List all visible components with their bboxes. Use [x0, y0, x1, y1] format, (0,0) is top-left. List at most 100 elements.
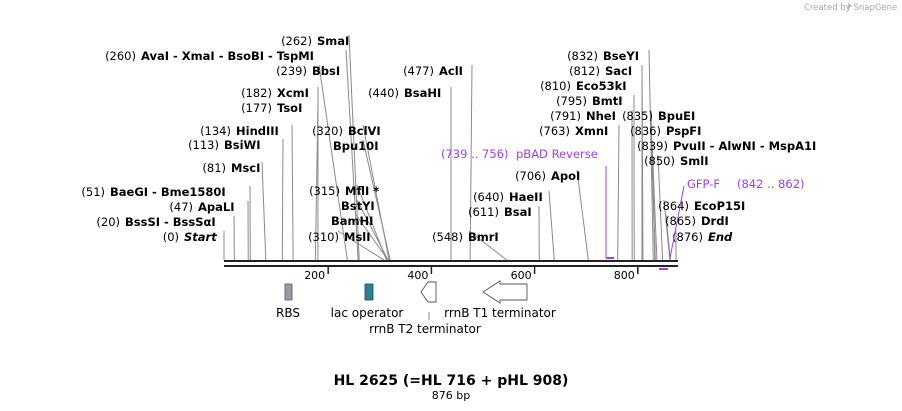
site-drdi-position: (865) [665, 214, 696, 228]
site-bmri-name: BmrI [468, 230, 499, 244]
site-smai[interactable]: (262) SmaI [281, 34, 349, 48]
site-end[interactable]: (876) End [672, 230, 733, 244]
site-apoi-name: ApoI [551, 169, 580, 183]
site-bsai-position: (611) [468, 205, 499, 219]
restriction-sites: (0) Start (20) BssSI - BssSαI(47) ApaLI (51) B… [81, 34, 816, 244]
scale-ticks: 200 400 600 800 [304, 266, 639, 282]
site-bsai-name: BsaI [504, 205, 532, 219]
lac-operator-box [364, 283, 374, 301]
site-aval-leader [345, 49, 359, 261]
site-bsssi[interactable]: (20) BssSI - BssSαI [96, 215, 215, 229]
site-smli[interactable]: (850) SmlI [644, 154, 708, 168]
site-hindiii-leader [291, 124, 294, 261]
site-drdi-leader [665, 214, 671, 261]
site-msci[interactable]: (81) MscI [202, 161, 260, 175]
site-apali-position: (47) [169, 200, 193, 214]
primer-gfp-f-leader [669, 185, 685, 259]
site-pspfi[interactable]: (836) PspFI [630, 124, 701, 138]
site-bmri[interactable]: (548) BmrI [432, 230, 499, 244]
site-pvuii-leader [651, 139, 658, 261]
site-start-name: Start [184, 230, 217, 244]
site-bsssi-name: BssSI - BssSαI [125, 215, 216, 229]
site-ecop15i-name: EcoP15I [694, 199, 745, 213]
site-bseyi[interactable]: (832) BseYI [567, 49, 639, 63]
site-haeii-leader [548, 190, 555, 261]
site-bbsi-leader [318, 64, 348, 261]
site-nhei[interactable]: (791) NheI [550, 109, 616, 123]
site-bsiwi[interactable]: (113) BsiWI [188, 138, 260, 152]
site-leader-lines [223, 34, 677, 261]
feature-lac-operator[interactable]: lac operator [331, 283, 404, 320]
site-msli-name: MslI [344, 230, 371, 244]
site-bamhi-name: BamHI [331, 214, 373, 228]
site-acli[interactable]: (477) AclI [403, 64, 463, 78]
feature-rrnb-t1-terminator[interactable]: rrnB T1 terminator [444, 280, 556, 320]
site-drdi[interactable]: (865) DrdI [665, 214, 729, 228]
site-smai-name: SmaI [317, 34, 349, 48]
site-pspfi-name: PspFI [666, 124, 701, 138]
site-apali[interactable]: (47) ApaLI [169, 200, 234, 214]
site-bsssi-position: (20) [96, 215, 120, 229]
site-bpuei[interactable]: (835) BpuEI [622, 109, 695, 123]
site-baegi[interactable]: (51) BaeGI - Bme1580I [81, 185, 225, 199]
site-haeii-name: HaeII [509, 190, 543, 204]
site-bbsi[interactable]: (239) BbsI [276, 64, 340, 78]
site-bamhi[interactable]: BamHI [331, 214, 373, 228]
site-xmni[interactable]: (763) XmnI [539, 124, 608, 138]
site-msli[interactable]: (310) MslI [308, 230, 370, 244]
map-length: 876 bp [432, 389, 470, 402]
site-msli-leader [337, 230, 385, 261]
site-mfli[interactable]: (315) MflI * [309, 184, 379, 198]
primer-gfp-f[interactable]: GFP-F (842 .. 862) [659, 177, 805, 270]
snapgene-credit: Created by SnapGene [804, 3, 897, 13]
tick-label-600: 600 [511, 269, 532, 282]
site-bclvi[interactable]: (320) BclVI [312, 124, 381, 138]
site-start-position: (0) [163, 230, 179, 244]
site-bbsi-name: BbsI [312, 64, 340, 78]
rrnb-t2-label: rrnB T2 terminator [369, 322, 481, 336]
site-apoi[interactable]: (706) ApoI [515, 169, 580, 183]
site-bpuei-position: (835) [622, 109, 653, 123]
site-bsiwi-position: (113) [188, 138, 219, 152]
site-ecop15i-leader [663, 199, 671, 261]
site-saci-position: (812) [569, 64, 600, 78]
site-tsoi[interactable]: (177) TsoI [241, 101, 302, 115]
site-haeii-position: (640) [473, 190, 504, 204]
site-xcmi[interactable]: (182) XcmI [241, 86, 309, 100]
site-msci-leader [261, 161, 267, 261]
site-smai-position: (262) [281, 34, 312, 48]
site-pvuii-name: PvuII - AlwNI - MspA1I [673, 139, 816, 153]
site-bmti-position: (795) [556, 94, 587, 108]
site-hindiii-name: HindIII [236, 124, 279, 138]
site-bmri-position: (548) [432, 230, 463, 244]
lac-operator-label: lac operator [331, 306, 404, 320]
site-bseyi-name: BseYI [603, 49, 639, 63]
feature-rbs[interactable]: RBS [276, 283, 300, 320]
site-msci-name: MscI [231, 161, 260, 175]
site-aval[interactable]: (260) AvaI - XmaI - BsoBI - TspMI [105, 49, 314, 63]
site-drdi-name: DrdI [701, 214, 729, 228]
site-ecop15i[interactable]: (864) EcoP15I [658, 199, 745, 213]
site-bseyi-position: (832) [567, 49, 598, 63]
site-eco53ki[interactable]: (810) Eco53kI [540, 79, 626, 93]
site-hindiii[interactable]: (134) HindIII [200, 124, 279, 138]
primer-pbad-reverse[interactable]: (739 .. 756) pBAD Reverse [441, 147, 614, 259]
site-pspfi-leader [650, 124, 656, 261]
site-bsahi[interactable]: (440) BsaHI [368, 86, 441, 100]
site-pspfi-position: (836) [630, 124, 661, 138]
site-bstyi[interactable]: BstYI [341, 199, 375, 213]
site-pvuii[interactable]: (839) PvuII - AlwNI - MspA1I [637, 139, 816, 153]
site-saci[interactable]: (812) SacI [569, 64, 632, 78]
site-haeii[interactable]: (640) HaeII [473, 190, 543, 204]
site-start[interactable]: (0) Start [163, 230, 218, 244]
site-saci-name: SacI [605, 64, 632, 78]
site-acli-name: AclI [439, 64, 463, 78]
sequence-backbone [224, 260, 678, 267]
map-title: HL 2625 (=HL 716 + pHL 908) [334, 373, 569, 389]
site-bmti[interactable]: (795) BmtI [556, 94, 622, 108]
primer-gfp-f-label: GFP-F [687, 177, 720, 191]
site-bpu10i[interactable]: Bpu10I [333, 139, 378, 153]
feature-rrnb-t2-terminator[interactable]: rrnB T2 terminator [369, 281, 481, 336]
site-xmni-position: (763) [539, 124, 570, 138]
site-bsai[interactable]: (611) BsaI [468, 205, 532, 219]
